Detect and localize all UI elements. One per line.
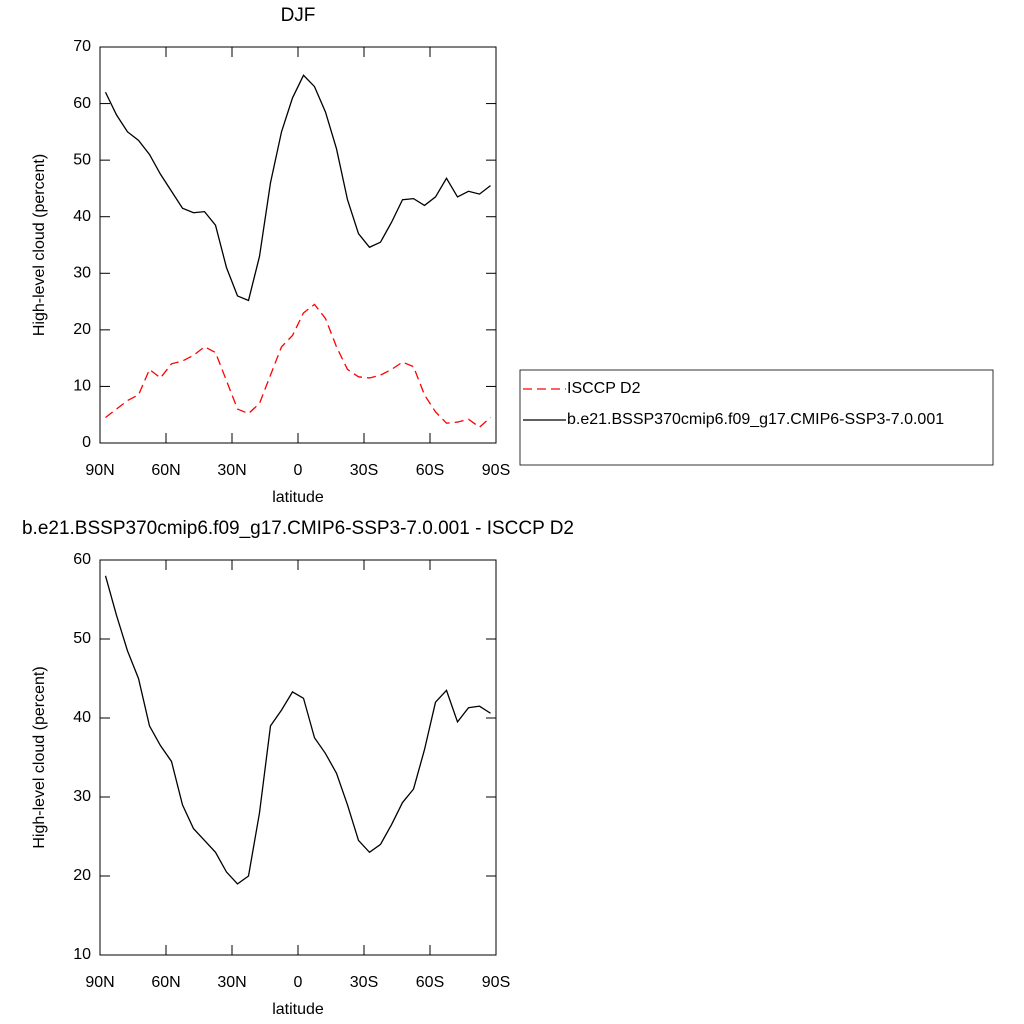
y-tick-label: 30: [73, 265, 91, 282]
y-tick-label: 70: [73, 38, 91, 55]
y-tick-label: 50: [73, 151, 91, 168]
y-tick-label: 60: [73, 95, 91, 112]
x-tick-label: 0: [294, 462, 303, 479]
y-tick-label: 10: [73, 378, 91, 395]
chart-title: DJF: [281, 5, 316, 26]
x-tick-label: 60N: [151, 462, 180, 479]
x-tick-label: 60S: [416, 462, 444, 479]
x-tick-label: 90S: [482, 974, 510, 991]
y-tick-label: 50: [73, 630, 91, 647]
x-tick-label: 0: [294, 974, 303, 991]
x-tick-label: 60S: [416, 974, 444, 991]
y-tick-label: 40: [73, 208, 91, 225]
x-tick-label: 30N: [217, 974, 246, 991]
legend-label: b.e21.BSSP370cmip6.f09_g17.CMIP6-SSP3-7.…: [567, 411, 944, 428]
plot-frame: [99, 559, 497, 956]
x-tick-label: 30S: [350, 974, 378, 991]
y-tick-label: 10: [73, 946, 91, 963]
chart-title: b.e21.BSSP370cmip6.f09_g17.CMIP6-SSP3-7.…: [22, 518, 574, 539]
y-tick-label: 60: [73, 551, 91, 568]
y-tick-label: 0: [82, 434, 91, 451]
x-tick-label: 30S: [350, 462, 378, 479]
y-axis-label: High-level cloud (percent): [31, 666, 48, 848]
x-tick-label: 90N: [85, 462, 114, 479]
y-tick-label: 20: [73, 321, 91, 338]
data-line: [104, 74, 491, 302]
data-line: [105, 303, 491, 428]
x-axis-label: latitude: [272, 489, 324, 506]
y-tick-label: 20: [73, 867, 91, 884]
y-axis-label: High-level cloud (percent): [31, 154, 48, 336]
x-axis-label: latitude: [272, 1001, 324, 1018]
x-tick-label: 90S: [482, 462, 510, 479]
y-tick-label: 40: [73, 709, 91, 726]
legend-box: [519, 369, 994, 466]
data-line: [104, 575, 491, 885]
x-tick-label: 30N: [217, 462, 246, 479]
plot-frame: [99, 46, 497, 444]
x-tick-label: 90N: [85, 974, 114, 991]
legend-label: ISCCP D2: [567, 380, 641, 397]
x-tick-label: 60N: [151, 974, 180, 991]
y-tick-label: 30: [73, 788, 91, 805]
